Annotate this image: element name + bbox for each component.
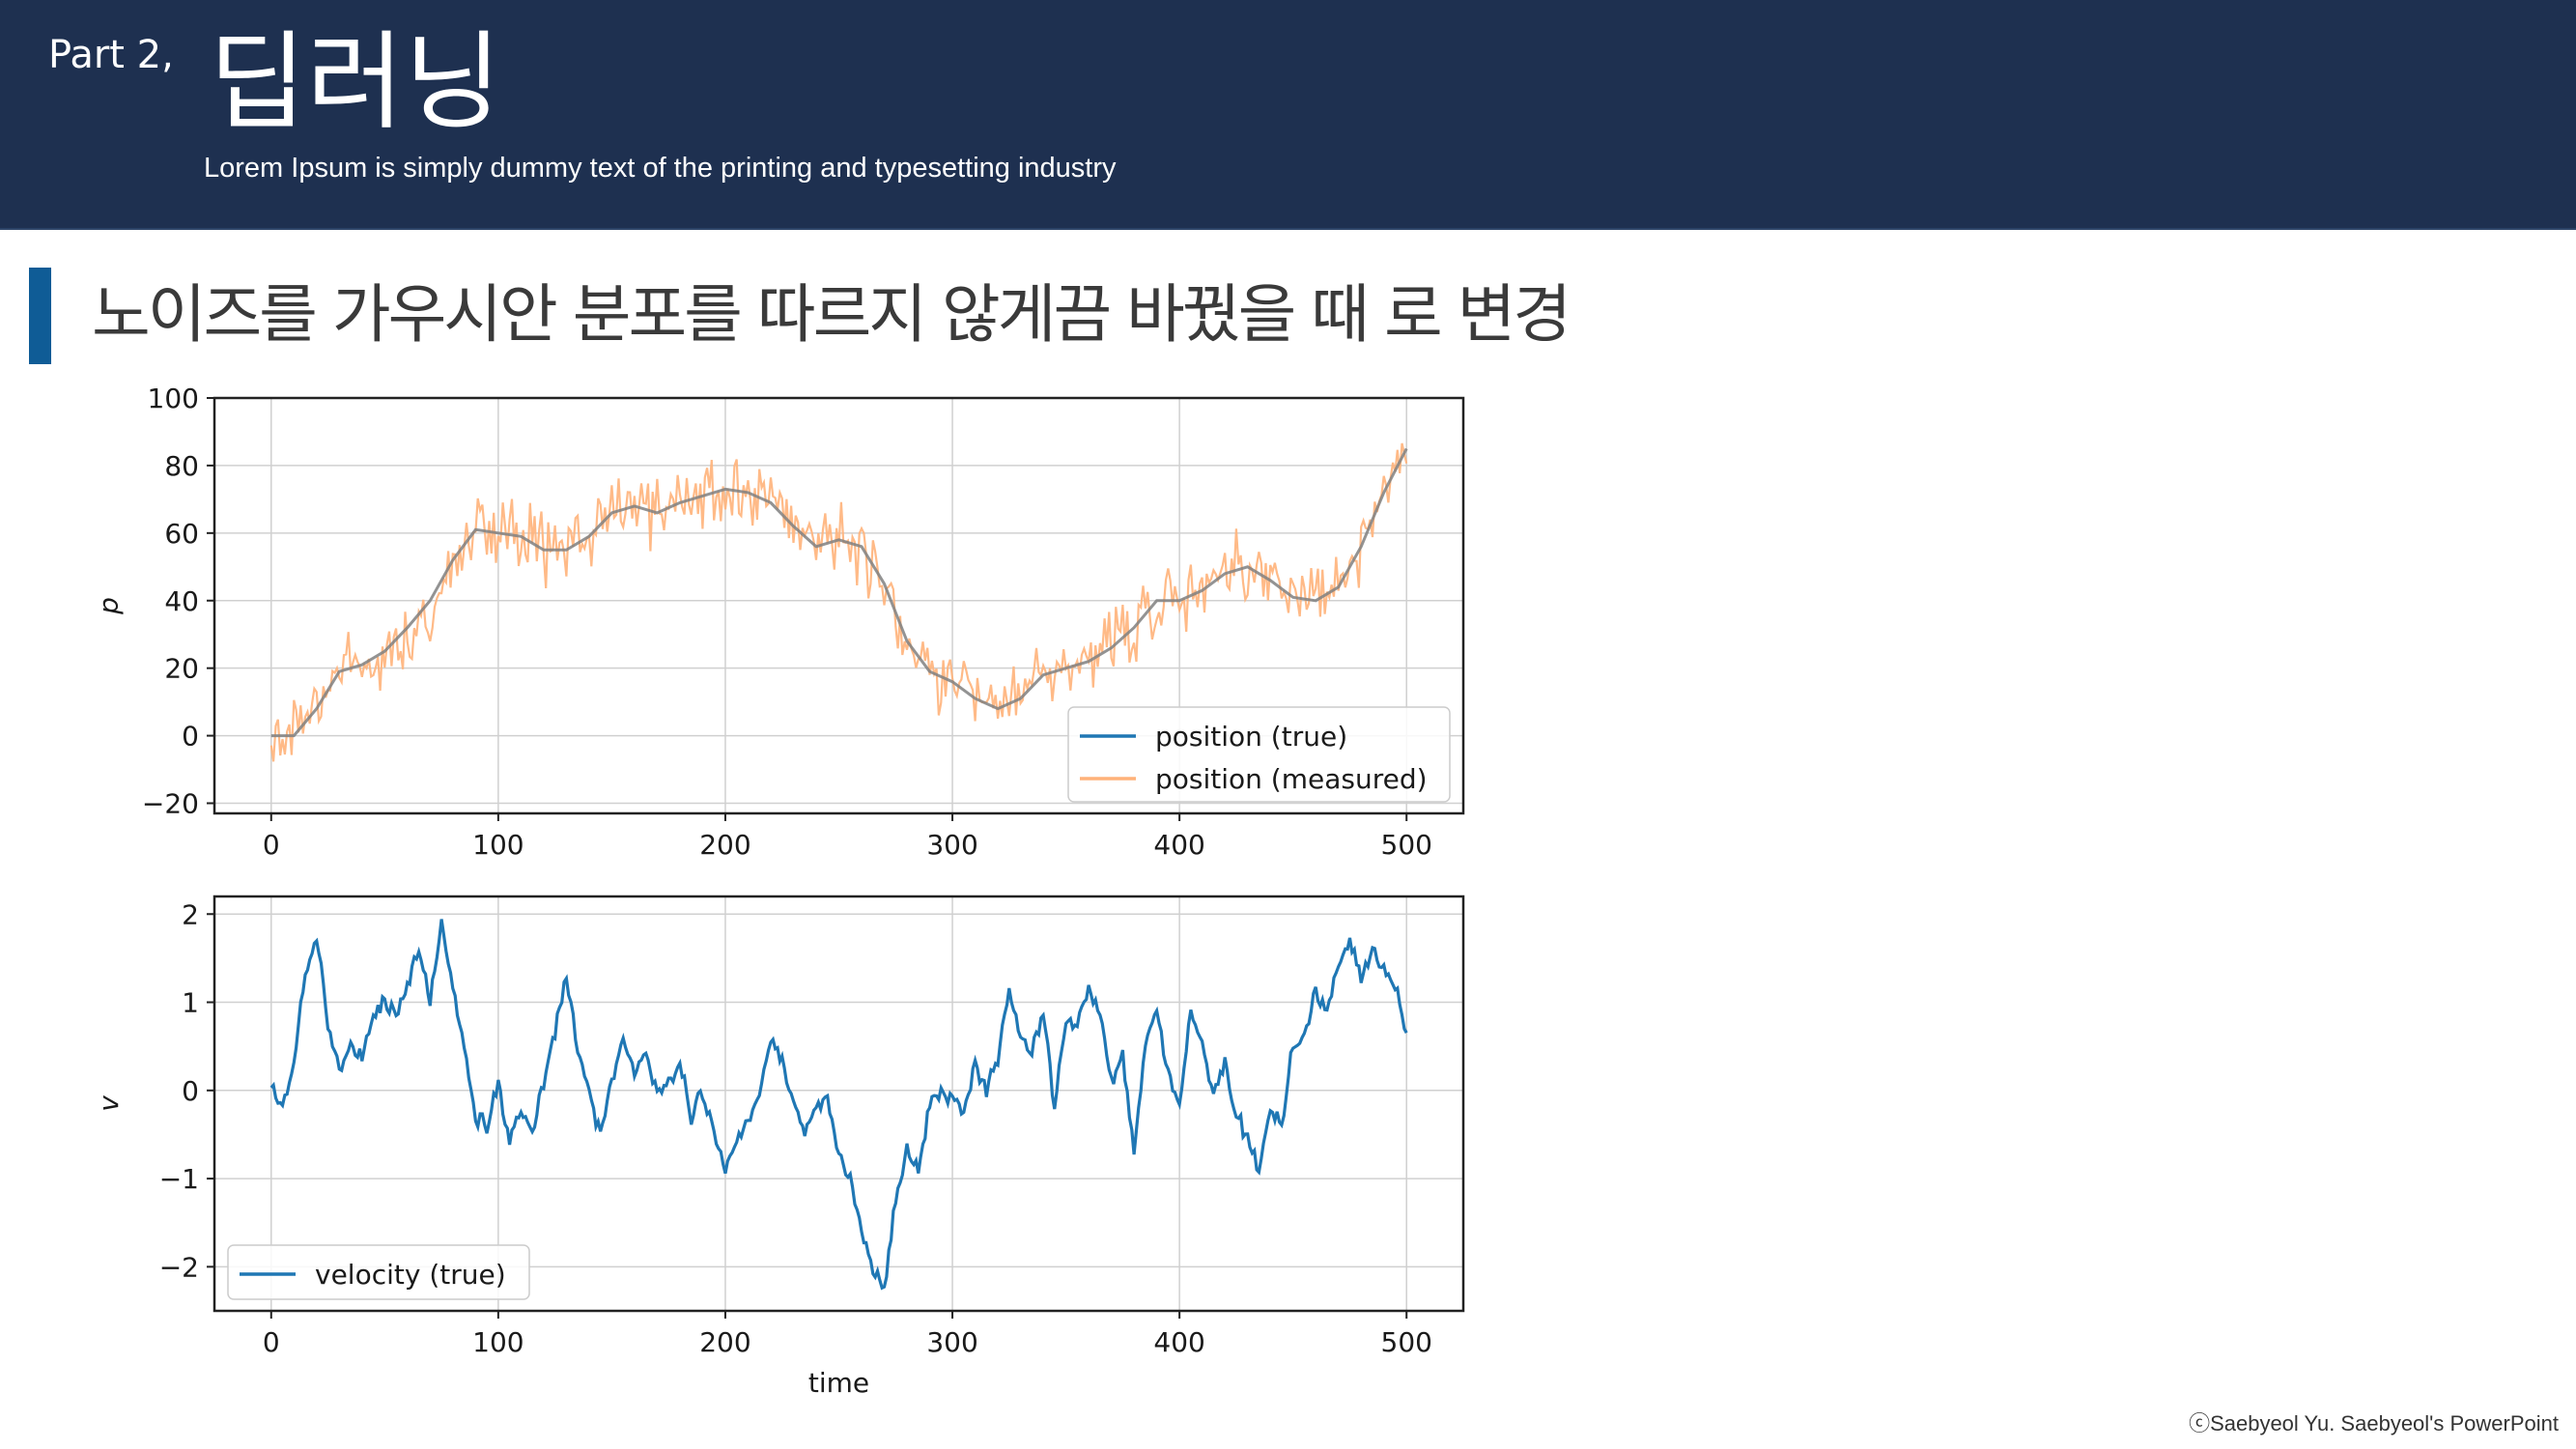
y-tick-label: 60 <box>164 518 199 550</box>
x-tick-label: 300 <box>926 829 977 861</box>
plot-area <box>269 919 1408 1291</box>
x-tick-label: 100 <box>472 829 524 861</box>
y-tick-label: 20 <box>164 653 199 685</box>
y-tick-label: −2 <box>159 1251 199 1283</box>
footer-copyright: ⓒSaebyeol Yu. Saebyeol's PowerPoint <box>2189 1411 2559 1435</box>
y-tick-label: 0 <box>182 1075 199 1107</box>
series-line-velocity <box>269 919 1408 1291</box>
y-axis-label: v <box>93 1095 125 1112</box>
legend-label: position (true) <box>1155 721 1347 753</box>
plot-area <box>269 442 1408 762</box>
y-tick-label: 1 <box>182 987 199 1019</box>
y-axis-label: p <box>93 597 125 615</box>
plot-frame <box>212 895 1465 1313</box>
x-tick-label: 400 <box>1153 1326 1204 1358</box>
y-tick-label: 0 <box>182 721 199 753</box>
header-banner: Part 2, 딥러닝 Lorem Ipsum is simply dummy … <box>0 0 2576 230</box>
plot-frame <box>212 396 1465 815</box>
position-chart: 0 100 200 300 400 500 −20 0 20 40 60 80 100 p position… <box>93 383 1465 861</box>
y-tick-label: 2 <box>182 898 199 930</box>
part-label: Part 2, <box>48 33 174 77</box>
y-tick-label: 100 <box>148 383 199 414</box>
x-tick-label: 400 <box>1153 829 1204 861</box>
velocity-chart: 0 100 200 300 400 500 −2 −1 0 1 2 v time velocity (tr… <box>93 895 1465 1399</box>
figure: 0 100 200 300 400 500−20020406080100pposition… <box>93 383 1465 1399</box>
x-tick-label: 200 <box>699 1326 750 1358</box>
series-line-position <box>270 447 1408 738</box>
legend-box <box>227 1244 530 1300</box>
slide-title: 딥러닝 <box>209 20 502 144</box>
x-tick-label: 100 <box>472 1326 524 1358</box>
slide-subtitle: Lorem Ipsum is simply dummy text of the … <box>204 153 1117 184</box>
x-tick-label: 200 <box>699 829 750 861</box>
y-tick-label: 40 <box>164 585 199 617</box>
y-tick-label: −1 <box>159 1163 199 1195</box>
x-axis-label: time <box>808 1367 869 1399</box>
y-tick-label: −20 <box>142 788 199 820</box>
section-title: 노이즈를 가우시안 분포를 따르지 않게끔 바꿨을 때 로 변경 <box>92 277 1571 352</box>
section-accent-bar <box>29 268 51 364</box>
x-tick-label: 500 <box>1381 829 1432 861</box>
legend-label: velocity (true) <box>315 1259 506 1291</box>
legend-label: position (measured) <box>1155 763 1428 795</box>
x-tick-label: 300 <box>926 1326 977 1358</box>
x-tick-label: 0 <box>263 1326 280 1358</box>
x-tick-label: 500 <box>1381 1326 1432 1358</box>
y-tick-label: 80 <box>164 450 199 482</box>
legend-box <box>1067 706 1451 803</box>
x-tick-label: 0 <box>263 829 280 861</box>
